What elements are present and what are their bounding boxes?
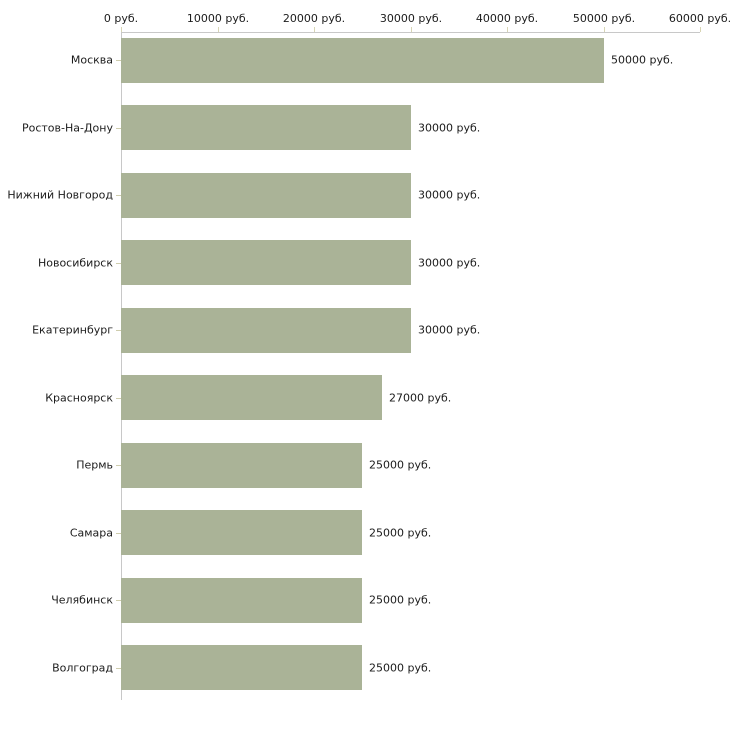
bar (121, 577, 362, 623)
bar (121, 307, 411, 353)
category-label: Ростов-На-Дону (21, 121, 113, 134)
category-tick (116, 398, 121, 399)
x-axis-tick-label: 0 руб. (103, 12, 139, 25)
bar (121, 240, 411, 285)
category-label: Новосибирск (37, 256, 113, 269)
x-axis-line (121, 32, 700, 33)
x-axis-tick (507, 27, 508, 32)
category-label: Самара (69, 526, 113, 539)
bar-value-label: 30000 руб. (418, 188, 481, 202)
x-axis-tick-label: 60000 руб. (668, 12, 730, 25)
x-axis-tick (218, 27, 219, 32)
x-axis-tick (121, 27, 122, 32)
x-axis-tick (604, 27, 605, 32)
x-axis-tick-label: 10000 руб. (186, 12, 250, 25)
category-tick (116, 330, 121, 331)
category-label: Нижний Новгород (7, 188, 113, 202)
x-axis-tick-label: 40000 руб. (475, 12, 539, 25)
bar (121, 645, 362, 690)
y-axis-line (121, 32, 122, 700)
category-tick (116, 195, 121, 196)
category-tick (116, 263, 121, 264)
bar-value-label: 50000 руб. (611, 53, 674, 67)
bar-value-label: 25000 руб. (369, 458, 432, 472)
category-label: Екатеринбург (32, 323, 113, 337)
bar-value-label: 30000 руб. (418, 323, 481, 337)
category-tick (116, 60, 121, 61)
category-label: Пермь (76, 458, 113, 472)
bar (121, 375, 382, 420)
category-tick (116, 465, 121, 466)
category-label: Челябинск (51, 593, 113, 607)
category-label: Волгоград (52, 661, 113, 674)
x-axis-tick-label: 50000 руб. (572, 12, 636, 25)
x-axis-tick-label: 20000 руб. (282, 12, 346, 25)
category-label: Москва (70, 53, 113, 67)
category-label: Красноярск (45, 391, 113, 404)
bar-value-label: 27000 руб. (389, 391, 452, 404)
bar (121, 442, 362, 488)
bar-value-label: 25000 руб. (369, 593, 432, 607)
bar (121, 105, 411, 150)
bar (121, 37, 604, 83)
bar (121, 172, 411, 218)
bar-value-label: 30000 руб. (418, 256, 481, 269)
bar-value-label: 25000 руб. (369, 661, 432, 674)
category-tick (116, 533, 121, 534)
category-tick (116, 128, 121, 129)
bar-value-label: 25000 руб. (369, 526, 432, 539)
x-axis-tick-label: 30000 руб. (379, 12, 443, 25)
x-axis-tick (700, 27, 701, 32)
category-tick (116, 600, 121, 601)
bar-value-label: 30000 руб. (418, 121, 481, 134)
bar (121, 510, 362, 555)
category-tick (116, 668, 121, 669)
x-axis-tick (411, 27, 412, 32)
x-axis-tick (314, 27, 315, 32)
